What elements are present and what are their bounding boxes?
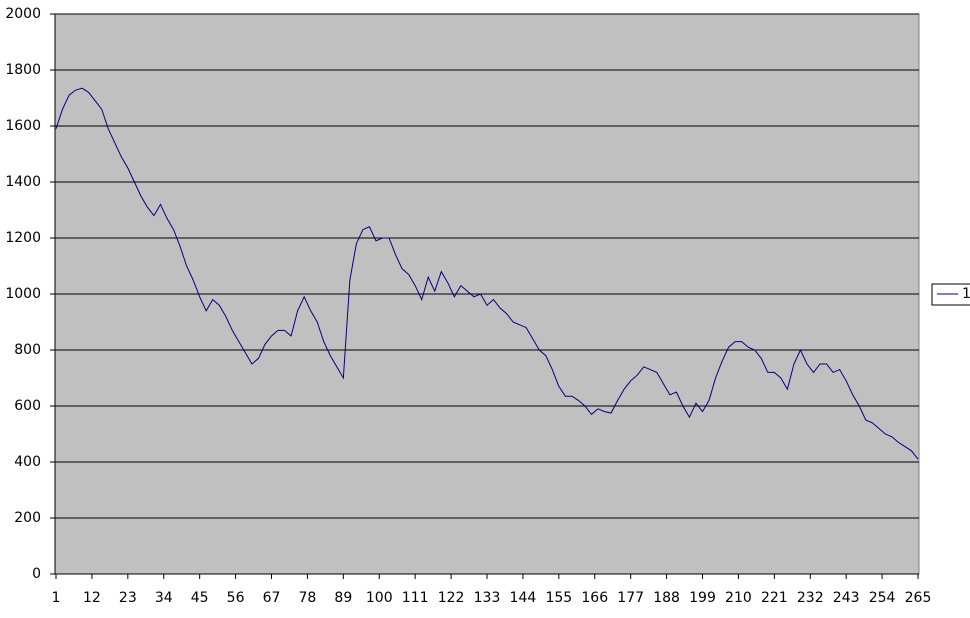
y-tick-label: 2000 — [5, 6, 41, 22]
x-tick-label: 166 — [581, 590, 608, 606]
y-tick-label: 1800 — [5, 62, 41, 78]
x-tick-label: 243 — [833, 590, 860, 606]
x-tick-label: 122 — [438, 590, 465, 606]
x-tick-label: 23 — [119, 590, 137, 606]
y-tick-label: 400 — [14, 454, 41, 470]
x-tick-label: 100 — [366, 590, 393, 606]
x-tick-label: 177 — [617, 590, 644, 606]
x-tick-label: 56 — [227, 590, 245, 606]
y-tick-label: 0 — [32, 566, 41, 582]
legend-label: 1 — [962, 286, 970, 302]
x-tick-label: 1 — [52, 590, 61, 606]
x-tick-label: 45 — [191, 590, 209, 606]
x-tick-label: 89 — [334, 590, 352, 606]
x-tick-label: 210 — [725, 590, 752, 606]
x-tick-label: 199 — [689, 590, 716, 606]
y-tick-label: 800 — [14, 342, 41, 358]
x-tick-label: 265 — [905, 590, 932, 606]
x-tick-label: 111 — [402, 590, 429, 606]
y-tick-label: 1600 — [5, 118, 41, 134]
y-tick-label: 1400 — [5, 174, 41, 190]
x-tick-label: 133 — [474, 590, 501, 606]
x-tick-label: 188 — [653, 590, 680, 606]
x-tick-label: 221 — [761, 590, 788, 606]
x-tick-label: 155 — [545, 590, 572, 606]
y-tick-label: 600 — [14, 398, 41, 414]
y-tick-label: 1200 — [5, 230, 41, 246]
x-tick-label: 34 — [155, 590, 173, 606]
x-tick-label: 67 — [263, 590, 281, 606]
x-tick-label: 254 — [869, 590, 896, 606]
x-tick-label: 12 — [83, 590, 101, 606]
x-tick-label: 78 — [299, 590, 317, 606]
x-tick-label: 144 — [510, 590, 537, 606]
y-tick-label: 200 — [14, 510, 41, 526]
data-line — [55, 87, 919, 460]
x-tick-label: 232 — [797, 590, 824, 606]
y-tick-label: 1000 — [5, 286, 41, 302]
